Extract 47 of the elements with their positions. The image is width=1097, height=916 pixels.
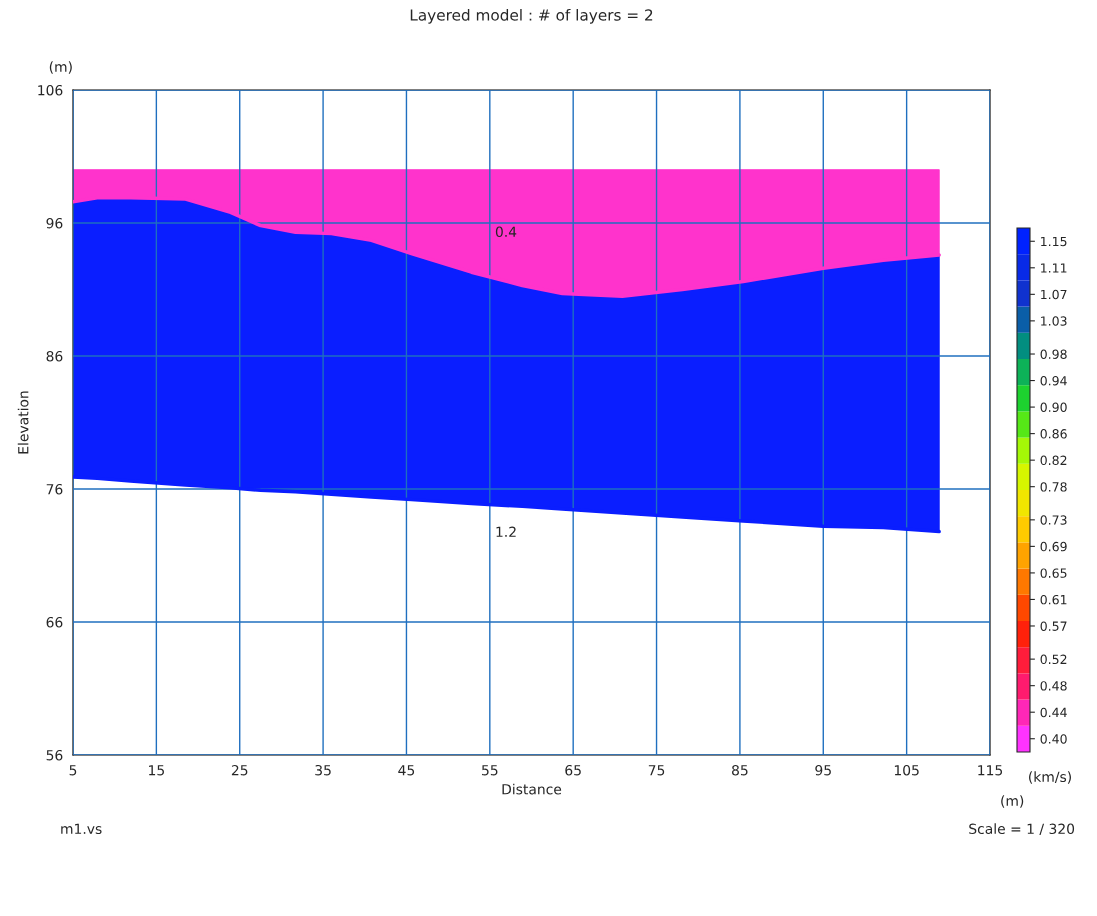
x-tick-label: 45 bbox=[398, 765, 415, 776]
color-bar-label: 0.82 bbox=[1040, 455, 1067, 466]
annotation: 0.4 bbox=[495, 226, 517, 238]
color-bar-label: 1.03 bbox=[1041, 316, 1067, 326]
color-bar-label: 0.44 bbox=[1040, 707, 1067, 718]
color-bar-label: 1.11 bbox=[1041, 263, 1067, 273]
color-bar-label: 0.40 bbox=[1040, 734, 1067, 744]
y-tick-label: 96 bbox=[46, 217, 63, 229]
x-tick-label: 85 bbox=[732, 764, 748, 776]
x-tick-label: 55 bbox=[482, 765, 498, 776]
color-bar-label: 0.52 bbox=[1040, 654, 1067, 665]
x-axis-title: Distance bbox=[502, 783, 562, 795]
text: Scale = 1 / 320 bbox=[969, 823, 1075, 836]
color-bar-title: (km/s) bbox=[1029, 771, 1071, 784]
color-bar-label: 0.57 bbox=[1040, 621, 1067, 631]
annotation: 1.2 bbox=[496, 526, 516, 537]
x-tick-label: 95 bbox=[815, 764, 831, 776]
chart-title: Layered model : # of layers = 2 bbox=[410, 8, 653, 24]
color-bar-label: 0.61 bbox=[1040, 594, 1067, 605]
y-tick-label: 66 bbox=[46, 616, 63, 628]
color-bar-label: 0.98 bbox=[1040, 349, 1067, 359]
x-tick-label: 35 bbox=[315, 764, 331, 776]
y-tick-label: 56 bbox=[46, 749, 63, 761]
color-bar-label: 0.48 bbox=[1040, 681, 1067, 691]
color-bar-label: 0.65 bbox=[1040, 568, 1067, 578]
color-bar-label: 0.86 bbox=[1040, 429, 1067, 439]
x-tick-label: 15 bbox=[149, 765, 164, 776]
x-tick-label: 25 bbox=[231, 764, 248, 776]
text: (m) bbox=[1001, 795, 1024, 808]
x-tick-label: 115 bbox=[978, 765, 1003, 776]
y-tick-label: 76 bbox=[46, 483, 63, 495]
color-bar-label: 0.94 bbox=[1040, 376, 1067, 386]
color-bar-label: 0.90 bbox=[1040, 402, 1067, 413]
color-bar-label: 0.78 bbox=[1040, 482, 1067, 492]
color-bar-label: 0.69 bbox=[1040, 541, 1067, 552]
color-bar-label: 0.73 bbox=[1040, 515, 1067, 525]
color-bar-label: 1.15 bbox=[1041, 236, 1067, 247]
x-tick-label: 65 bbox=[565, 764, 581, 776]
text: (m) bbox=[49, 61, 72, 74]
color-bar-label: 1.07 bbox=[1041, 289, 1067, 300]
text: m1.vs bbox=[61, 823, 102, 835]
x-tick-label: 5 bbox=[69, 765, 77, 776]
y-tick-label: 86 bbox=[46, 350, 63, 362]
x-tick-label: 75 bbox=[648, 765, 665, 776]
y-axis-title: Elevation bbox=[17, 391, 29, 454]
y-tick-label: 106 bbox=[38, 84, 63, 96]
x-tick-label: 105 bbox=[894, 764, 919, 776]
